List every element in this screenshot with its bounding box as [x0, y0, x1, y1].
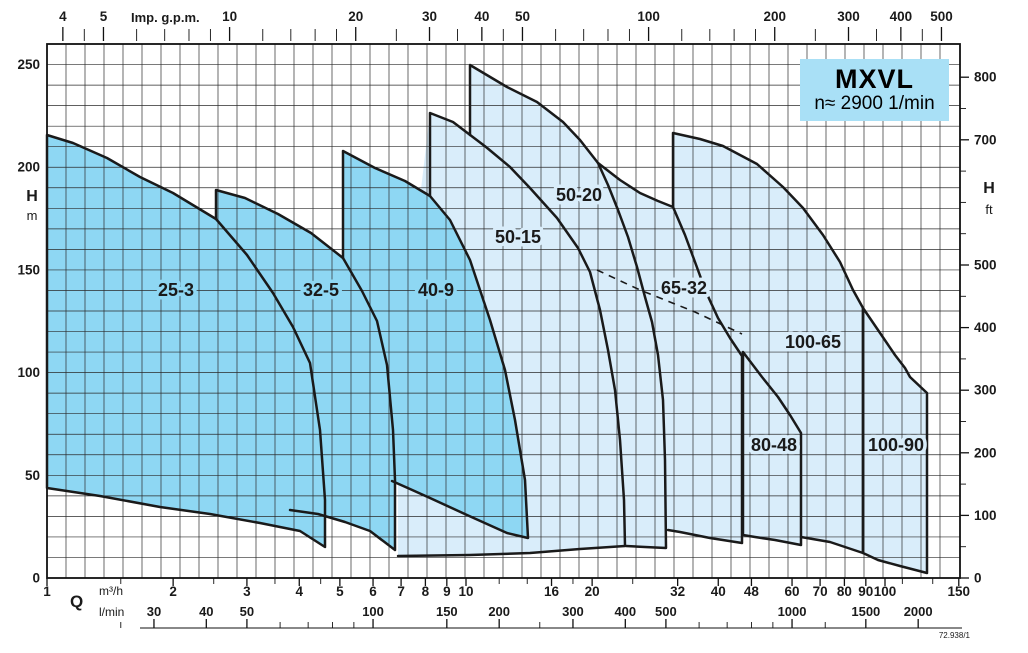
svg-text:800: 800	[974, 70, 997, 85]
svg-text:20: 20	[348, 9, 363, 24]
svg-text:100: 100	[362, 604, 384, 619]
envelope-label-50-20: 50-20	[556, 185, 602, 205]
svg-text:200: 200	[763, 9, 786, 24]
envelope-label-80-48: 80-48	[751, 435, 797, 455]
svg-text:400: 400	[890, 9, 913, 24]
svg-text:200: 200	[974, 445, 997, 460]
svg-text:16: 16	[544, 584, 560, 599]
svg-text:500: 500	[930, 9, 953, 24]
svg-text:500: 500	[655, 604, 677, 619]
dashed-separator-line	[596, 269, 743, 335]
svg-text:0: 0	[32, 571, 40, 586]
envelope-label-100-65: 100-65	[785, 332, 841, 352]
envelope-labels: 25-3 32-5 40-9 50-15 50-20 65-32 100-65 80-48 10…	[154, 182, 927, 459]
svg-text:50: 50	[240, 604, 254, 619]
envelope-outline-80-48	[741, 350, 803, 547]
svg-text:40: 40	[711, 584, 726, 599]
chart-title-box: MXVL n≈ 2900 1/min	[800, 59, 949, 121]
svg-text:1500: 1500	[851, 604, 880, 619]
envelope-outline-50-15	[396, 111, 627, 558]
svg-text:200: 200	[17, 160, 40, 175]
pump-series-title: MXVL	[834, 64, 914, 95]
left-axis-unit: m	[26, 208, 38, 223]
envelope-outline-40-9	[341, 149, 530, 540]
envelope-outlines	[45, 63, 929, 575]
svg-text:150: 150	[948, 584, 971, 599]
svg-text:5: 5	[336, 584, 344, 599]
svg-text:80: 80	[837, 584, 852, 599]
envelope-outline-50-20	[468, 63, 668, 550]
x-axis-primary-unit: m³/h	[99, 584, 123, 598]
envelope-label-32-5: 32-5	[303, 280, 339, 300]
envelope-outline-65-32	[596, 161, 744, 545]
svg-text:6: 6	[369, 584, 377, 599]
svg-text:20: 20	[585, 584, 600, 599]
svg-text:40: 40	[474, 9, 489, 24]
svg-text:50: 50	[515, 9, 530, 24]
envelope-label-40-9: 40-9	[418, 280, 454, 300]
envelope-outline-32-5	[214, 188, 397, 552]
svg-text:1: 1	[43, 584, 51, 599]
svg-text:300: 300	[837, 9, 860, 24]
svg-text:2000: 2000	[904, 604, 933, 619]
svg-text:100: 100	[637, 9, 660, 24]
svg-text:250: 250	[17, 57, 40, 72]
svg-text:400: 400	[974, 320, 997, 335]
envelope-fill-100-65	[673, 133, 863, 553]
svg-text:32: 32	[670, 584, 685, 599]
svg-text:3: 3	[243, 584, 251, 599]
envelope-label-50-15: 50-15	[495, 227, 541, 247]
svg-text:100: 100	[974, 508, 997, 523]
svg-text:400: 400	[614, 604, 636, 619]
svg-text:700: 700	[974, 132, 997, 147]
svg-text:7: 7	[397, 584, 405, 599]
envelope-outline-25-3	[45, 133, 327, 549]
x-axis-symbol: Q	[70, 592, 84, 611]
svg-text:5: 5	[100, 9, 108, 24]
svg-text:100: 100	[17, 365, 40, 380]
svg-text:150: 150	[436, 604, 458, 619]
envelope-label-65-32: 65-32	[661, 278, 707, 298]
svg-text:1000: 1000	[778, 604, 807, 619]
svg-text:4: 4	[296, 584, 304, 599]
document-number: 72.938/1	[938, 631, 970, 640]
svg-text:70: 70	[813, 584, 828, 599]
svg-text:60: 60	[785, 584, 800, 599]
svg-text:50: 50	[25, 468, 40, 483]
svg-text:500: 500	[974, 258, 997, 273]
svg-text:9: 9	[443, 584, 451, 599]
svg-text:100: 100	[874, 584, 897, 599]
svg-text:200: 200	[488, 604, 510, 619]
envelope-label-100-90: 100-90	[868, 435, 924, 455]
svg-text:150: 150	[17, 262, 40, 277]
svg-text:10: 10	[458, 584, 473, 599]
top-axis-unit-label: Imp. g.p.m.	[131, 10, 200, 25]
right-axis-symbol: H	[983, 180, 995, 197]
svg-text:10: 10	[222, 9, 237, 24]
x-axis-secondary-unit: l/min	[99, 605, 125, 619]
grid	[47, 44, 960, 578]
svg-text:30: 30	[147, 604, 161, 619]
svg-text:300: 300	[562, 604, 584, 619]
svg-text:300: 300	[974, 383, 997, 398]
svg-text:30: 30	[422, 9, 437, 24]
left-axis-symbol: H	[26, 188, 38, 205]
envelope-outline-100-90	[861, 306, 929, 575]
envelope-fill-80-48	[743, 352, 801, 545]
svg-text:48: 48	[744, 584, 760, 599]
pump-speed-label: n≈ 2900 1/min	[814, 92, 935, 114]
envelope-fill-100-90	[863, 308, 927, 573]
envelope-label-25-3: 25-3	[158, 280, 194, 300]
svg-text:90: 90	[858, 584, 873, 599]
svg-text:8: 8	[422, 584, 430, 599]
right-axis-unit: ft	[985, 202, 993, 217]
svg-text:40: 40	[199, 604, 213, 619]
svg-text:4: 4	[59, 9, 67, 24]
svg-text:0: 0	[974, 571, 982, 586]
svg-text:2: 2	[169, 584, 177, 599]
